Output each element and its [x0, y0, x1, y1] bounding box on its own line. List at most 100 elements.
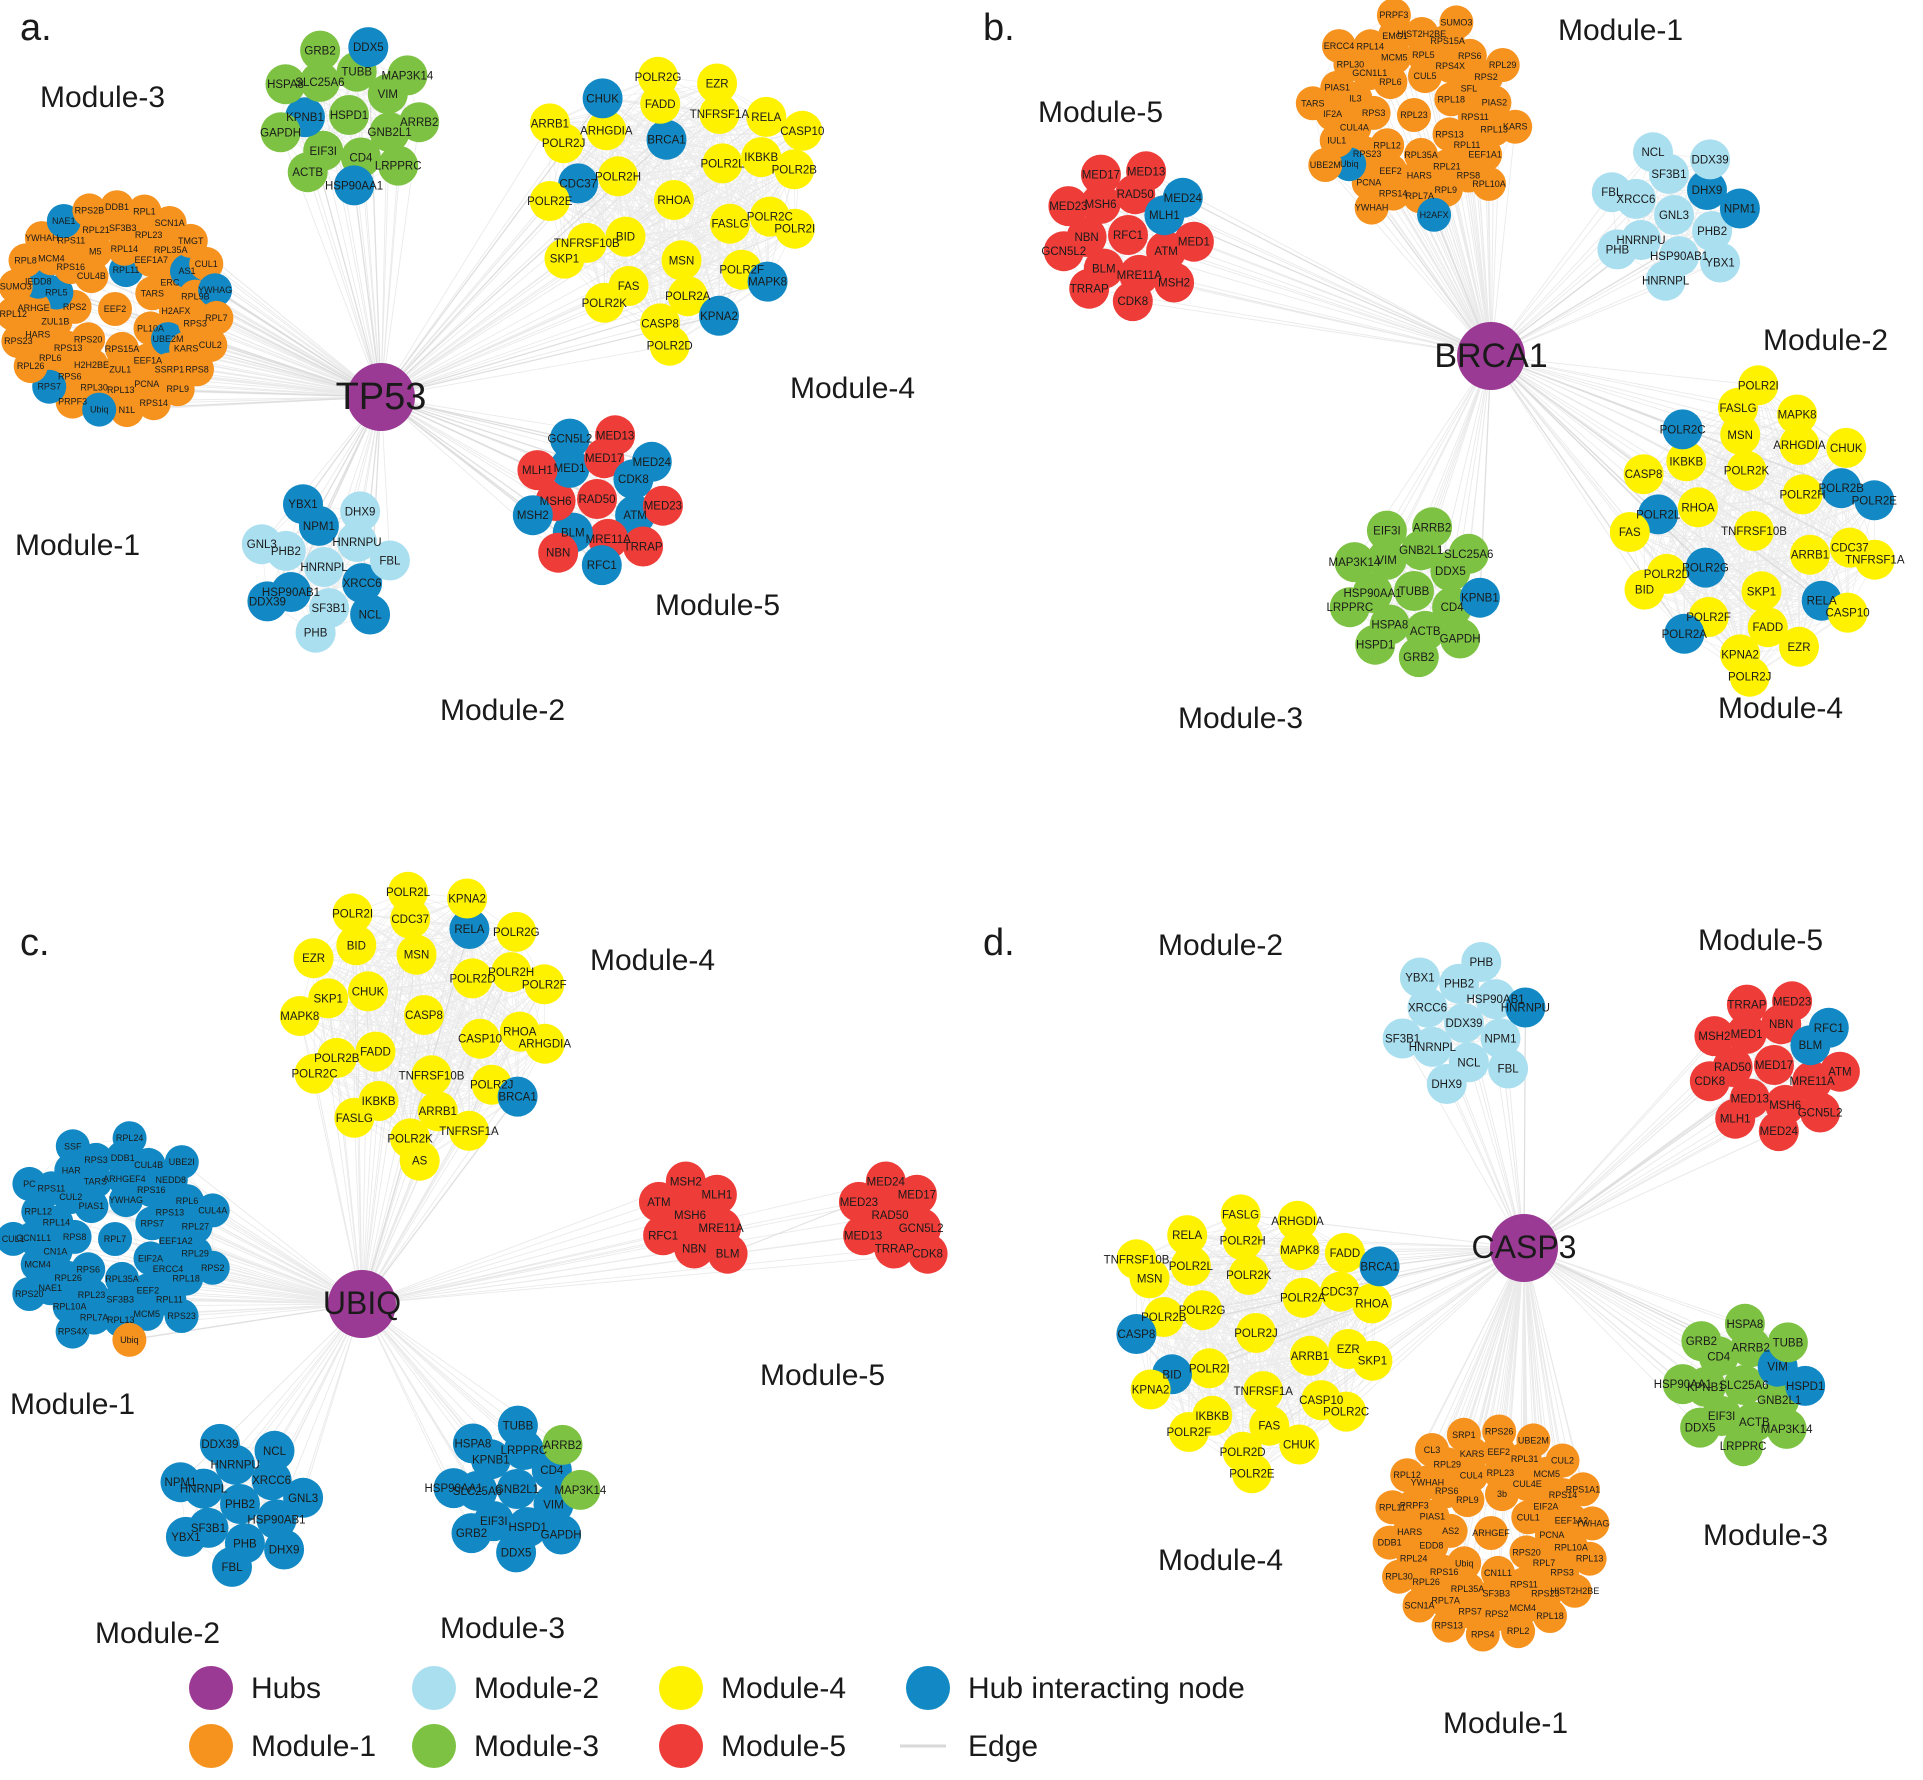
svg-text:ARHGEF4: ARHGEF4	[103, 1174, 146, 1184]
svg-text:Module-3: Module-3	[1178, 702, 1303, 735]
svg-text:Edge: Edge	[968, 1730, 1038, 1763]
svg-text:YWHAH: YWHAH	[25, 233, 59, 243]
svg-text:RELA: RELA	[751, 112, 781, 124]
svg-text:RPS3: RPS3	[183, 318, 207, 328]
svg-text:PL10A: PL10A	[137, 323, 164, 333]
svg-text:MED23: MED23	[644, 501, 682, 513]
svg-text:TP53: TP53	[336, 376, 427, 418]
svg-text:FADD: FADD	[1330, 1248, 1361, 1260]
svg-text:Module-2: Module-2	[1158, 929, 1283, 962]
svg-text:NPM1: NPM1	[1724, 204, 1756, 216]
svg-text:ARRB2: ARRB2	[543, 1440, 581, 1452]
svg-text:POLR2E: POLR2E	[527, 196, 573, 208]
svg-text:BLM: BLM	[1092, 264, 1116, 276]
svg-text:MSH2: MSH2	[670, 1177, 702, 1189]
svg-text:CD4: CD4	[540, 1465, 564, 1477]
svg-text:POLR2F: POLR2F	[719, 265, 764, 277]
svg-text:EIF3I: EIF3I	[309, 146, 336, 158]
svg-text:CUL4B: CUL4B	[77, 271, 106, 281]
svg-text:POLR2J: POLR2J	[1234, 1328, 1277, 1340]
svg-text:RPL27: RPL27	[182, 1222, 210, 1232]
svg-text:Module-5: Module-5	[721, 1730, 846, 1763]
svg-text:FAS: FAS	[1619, 527, 1641, 539]
svg-text:RPL26: RPL26	[1412, 1577, 1440, 1587]
svg-text:UBE2M: UBE2M	[152, 334, 183, 344]
svg-text:DDX5: DDX5	[1685, 1423, 1716, 1435]
svg-text:RPS11: RPS11	[1461, 112, 1489, 122]
svg-text:EIF2A: EIF2A	[138, 1253, 163, 1263]
svg-text:ZUL1B: ZUL1B	[41, 317, 69, 327]
svg-text:POLR2B: POLR2B	[1819, 483, 1865, 495]
svg-text:XRCC6: XRCC6	[343, 578, 382, 590]
svg-text:CUL4: CUL4	[1460, 1470, 1483, 1480]
svg-text:CASP10: CASP10	[458, 1034, 502, 1046]
svg-text:H2AFX: H2AFX	[161, 306, 190, 316]
svg-text:TRRAP: TRRAP	[1727, 1000, 1766, 1012]
svg-text:PHB: PHB	[304, 628, 328, 640]
svg-text:CHUK: CHUK	[586, 93, 619, 105]
svg-text:HSP90AA1: HSP90AA1	[425, 1483, 483, 1495]
svg-text:SCN1A: SCN1A	[1404, 1601, 1434, 1611]
svg-text:MAPK8: MAPK8	[1778, 410, 1817, 422]
svg-text:CHUK: CHUK	[1830, 443, 1863, 455]
svg-text:RFC1: RFC1	[1113, 230, 1143, 242]
svg-text:CL3: CL3	[1424, 1445, 1441, 1455]
svg-text:MRE11A: MRE11A	[1117, 270, 1162, 282]
svg-text:CUL2: CUL2	[1551, 1456, 1574, 1466]
svg-text:PRPF3: PRPF3	[58, 397, 87, 407]
svg-text:RPS16: RPS16	[1430, 1567, 1459, 1577]
svg-text:SF3B3: SF3B3	[109, 223, 137, 233]
svg-text:RPL5: RPL5	[45, 288, 68, 298]
svg-text:EZR: EZR	[302, 953, 325, 965]
svg-text:KPNA2: KPNA2	[448, 894, 486, 906]
svg-text:RPL11: RPL11	[1379, 1502, 1406, 1512]
svg-text:MAP3K14: MAP3K14	[382, 70, 434, 82]
svg-text:RPL10A: RPL10A	[1472, 179, 1506, 189]
svg-text:ARRB1: ARRB1	[419, 1106, 457, 1118]
svg-text:CHUK: CHUK	[352, 986, 385, 998]
svg-text:CUL2: CUL2	[59, 1192, 82, 1202]
svg-text:RPS13: RPS13	[1434, 1621, 1463, 1631]
svg-text:SKP1: SKP1	[313, 993, 342, 1005]
svg-text:HSP90AA1: HSP90AA1	[1344, 588, 1402, 600]
svg-text:MED17: MED17	[585, 453, 623, 465]
svg-text:MLH1: MLH1	[702, 1190, 733, 1202]
svg-text:RAD50: RAD50	[871, 1210, 908, 1222]
svg-text:Module-5: Module-5	[1038, 96, 1163, 129]
svg-text:RPS23: RPS23	[1353, 149, 1382, 159]
svg-text:RPS14: RPS14	[140, 398, 169, 408]
svg-text:CASP8: CASP8	[1625, 469, 1663, 481]
svg-text:HARS: HARS	[1407, 171, 1432, 181]
svg-text:DDX5: DDX5	[501, 1547, 532, 1559]
svg-text:Module-1: Module-1	[1558, 14, 1683, 47]
svg-text:MED13: MED13	[1731, 1094, 1769, 1106]
svg-text:TNFRSF10B: TNFRSF10B	[1104, 1254, 1170, 1266]
svg-text:GCN5L2: GCN5L2	[1798, 1108, 1843, 1120]
svg-text:ATM: ATM	[647, 1197, 670, 1209]
svg-text:HSPA8: HSPA8	[1726, 1319, 1763, 1331]
svg-text:PIAS1: PIAS1	[1325, 83, 1351, 93]
svg-text:EZR: EZR	[1788, 642, 1811, 654]
svg-text:POLR2A: POLR2A	[665, 291, 711, 303]
svg-text:SF3B1: SF3B1	[1651, 169, 1686, 181]
svg-text:POLR2A: POLR2A	[1280, 1293, 1326, 1305]
svg-text:ARRB2: ARRB2	[400, 117, 438, 129]
svg-text:RPL26: RPL26	[54, 1273, 82, 1283]
svg-text:RPL12: RPL12	[25, 1207, 53, 1217]
svg-text:MLH1: MLH1	[522, 465, 553, 477]
svg-text:RPS3: RPS3	[1362, 108, 1386, 118]
svg-text:RPL29: RPL29	[181, 1248, 209, 1258]
svg-text:ERCC4: ERCC4	[1324, 41, 1355, 51]
svg-text:RPL7A: RPL7A	[1406, 191, 1435, 201]
svg-text:RPL10A: RPL10A	[53, 1302, 87, 1312]
svg-text:POLR2A: POLR2A	[1662, 629, 1708, 641]
svg-text:RPS15A: RPS15A	[105, 344, 140, 354]
svg-text:RHOA: RHOA	[503, 1027, 537, 1039]
svg-text:RPL12: RPL12	[0, 309, 27, 319]
svg-text:HIST2H2BE: HIST2H2BE	[1550, 1586, 1599, 1596]
svg-text:HNRNPU: HNRNPU	[210, 1460, 259, 1472]
svg-text:PHB2: PHB2	[1444, 979, 1474, 991]
svg-text:RPS23: RPS23	[167, 1311, 196, 1321]
svg-text:DDX39: DDX39	[1445, 1018, 1482, 1030]
svg-text:PC: PC	[23, 1179, 36, 1189]
